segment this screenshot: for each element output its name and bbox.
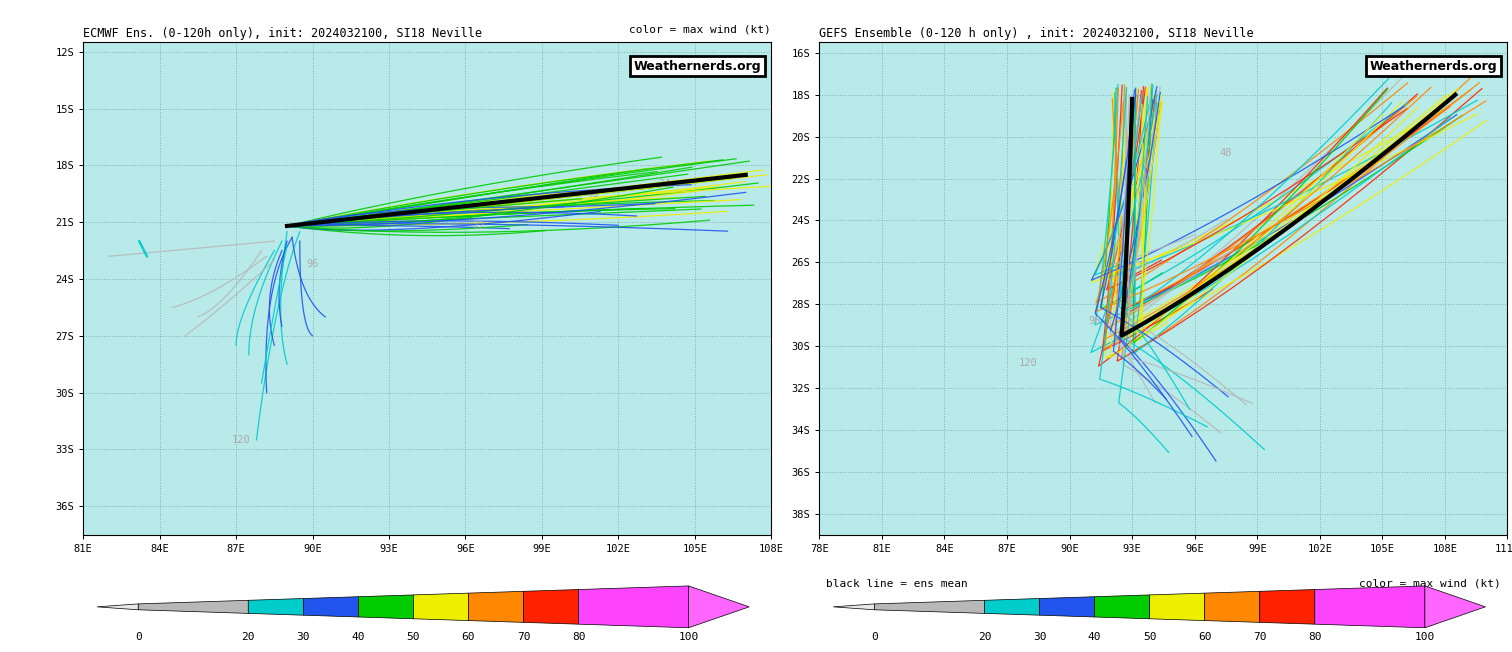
- Polygon shape: [358, 595, 413, 619]
- Text: 60: 60: [1198, 632, 1211, 642]
- Text: 50: 50: [407, 632, 420, 642]
- Text: 80: 80: [1308, 632, 1321, 642]
- Text: 80: 80: [572, 632, 585, 642]
- Text: 70: 70: [1253, 632, 1267, 642]
- Text: 50: 50: [1143, 632, 1157, 642]
- Text: 120: 120: [231, 435, 251, 445]
- Text: GEFS Ensemble (0-120 h only) , init: 2024032100, SI18 Neville: GEFS Ensemble (0-120 h only) , init: 202…: [820, 27, 1253, 40]
- Text: 72: 72: [1137, 261, 1149, 271]
- Text: 72: 72: [472, 221, 484, 231]
- Polygon shape: [523, 589, 579, 624]
- Text: 100: 100: [679, 632, 699, 642]
- Polygon shape: [1205, 591, 1259, 623]
- Text: 120: 120: [1019, 358, 1037, 368]
- Text: black line = ens mean: black line = ens mean: [826, 579, 968, 589]
- Text: 0: 0: [135, 632, 142, 642]
- Text: 0: 0: [871, 632, 878, 642]
- Polygon shape: [1149, 593, 1205, 621]
- Text: 48: 48: [587, 189, 599, 199]
- Text: 24: 24: [658, 179, 670, 189]
- Text: Weathernerds.org: Weathernerds.org: [634, 59, 761, 72]
- Text: 20: 20: [978, 632, 992, 642]
- Text: 40: 40: [1087, 632, 1101, 642]
- Polygon shape: [469, 591, 523, 623]
- Text: 70: 70: [517, 632, 531, 642]
- Text: color = max wind (kt): color = max wind (kt): [1359, 579, 1500, 589]
- Text: color = max wind (kt): color = max wind (kt): [629, 25, 771, 35]
- Polygon shape: [304, 597, 358, 617]
- Polygon shape: [1424, 586, 1485, 628]
- Text: 40: 40: [352, 632, 364, 642]
- Text: 30: 30: [1033, 632, 1046, 642]
- Text: 20: 20: [242, 632, 256, 642]
- Polygon shape: [688, 586, 750, 628]
- Polygon shape: [1040, 597, 1095, 617]
- Polygon shape: [413, 593, 469, 621]
- Polygon shape: [984, 599, 1040, 615]
- Polygon shape: [1315, 586, 1424, 628]
- Polygon shape: [579, 586, 688, 628]
- Text: 30: 30: [296, 632, 310, 642]
- Text: 60: 60: [461, 632, 475, 642]
- Text: 48: 48: [1220, 149, 1232, 158]
- Polygon shape: [874, 600, 984, 614]
- Polygon shape: [1095, 595, 1149, 619]
- Text: ECMWF Ens. (0-120h only), init: 2024032100, SI18 Neville: ECMWF Ens. (0-120h only), init: 20240321…: [83, 27, 482, 40]
- Text: 96: 96: [1089, 316, 1101, 326]
- Polygon shape: [833, 604, 874, 610]
- Text: Weathernerds.org: Weathernerds.org: [1370, 59, 1497, 72]
- Text: 100: 100: [1415, 632, 1435, 642]
- Polygon shape: [1259, 589, 1315, 624]
- Polygon shape: [97, 604, 138, 610]
- Text: 96: 96: [307, 259, 319, 269]
- Polygon shape: [138, 600, 248, 614]
- Polygon shape: [248, 599, 304, 615]
